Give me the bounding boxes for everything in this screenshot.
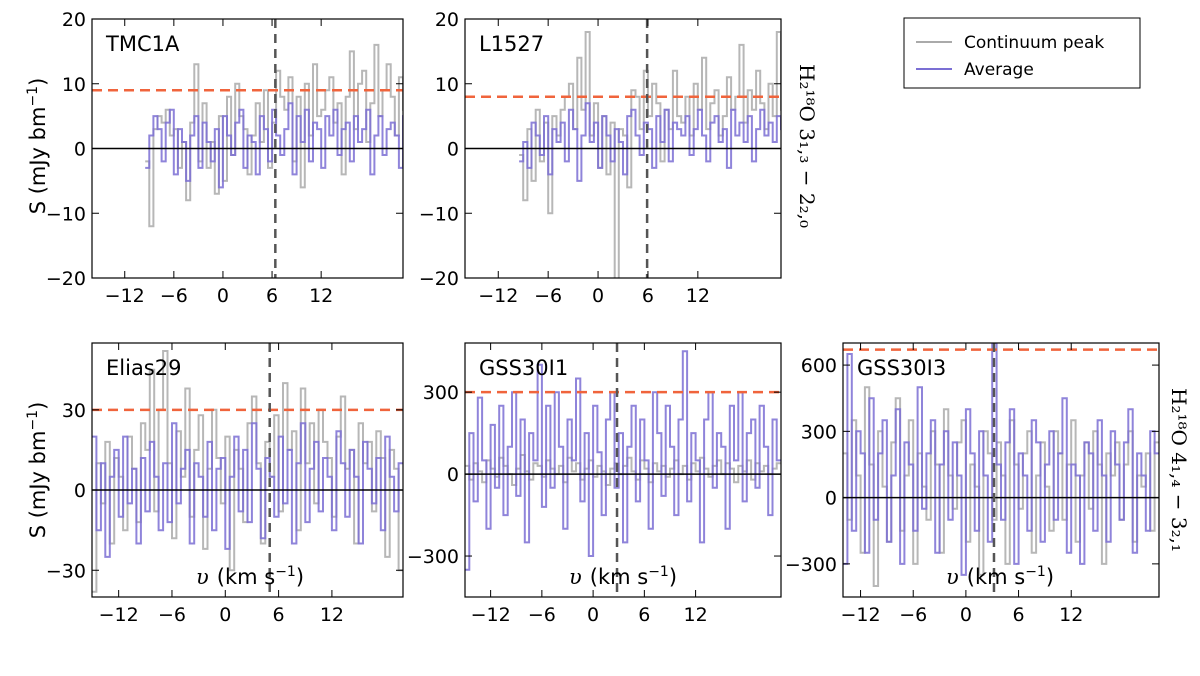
x-tick-label: 0 (587, 604, 599, 626)
y-tick-label: 0 (74, 139, 86, 161)
x-axis-label-3: υ (km s−1) (946, 564, 1054, 589)
svg-text:H₂¹⁸O 4₁,₄ − 3₂,₁: H₂¹⁸O 4₁,₄ − 3₂,₁ (1167, 388, 1191, 552)
plot-area (843, 343, 1159, 597)
svg-text:υ(km s−1): υ (km s−1) (946, 564, 1054, 589)
x-tick-label: 12 (309, 285, 333, 307)
y-tick-label: −20 (46, 268, 86, 290)
x-tick-label: 6 (266, 285, 278, 307)
svg-text:S (mJy bm−1): S (mJy bm−1) (25, 78, 50, 215)
svg-text:υ(km s−1): υ (km s−1) (569, 564, 677, 589)
y-tick-label: −10 (419, 203, 459, 225)
x-axis-label-2: υ (km s−1) (569, 564, 677, 589)
x-tick-label: 6 (1013, 604, 1025, 626)
y-tick-label: −30 (46, 560, 86, 582)
plot-area (465, 19, 781, 278)
panel-elias29: −12 −6 0 6 12 −30 0 30 Elias29 (46, 342, 404, 626)
panel-title: GSS30I1 (479, 356, 568, 380)
x-tick-label: −12 (99, 604, 139, 626)
x-tick-label: −6 (528, 604, 556, 626)
legend-label-average: Average (964, 60, 1034, 80)
x-tick-label: −6 (899, 604, 927, 626)
panel-title: L1527 (479, 32, 544, 56)
axes-frame (91, 342, 404, 598)
y-tick-label: 10 (62, 74, 86, 96)
legend-label-continuum: Continuum peak (964, 33, 1104, 53)
y-tick-label: 0 (447, 139, 459, 161)
x-tick-label: −6 (158, 604, 186, 626)
y-tick-label: 300 (801, 421, 837, 443)
axes-frame (464, 342, 782, 598)
series-line-average (465, 350, 781, 571)
axes-frame (842, 342, 1160, 598)
y-tick-label: −10 (46, 203, 86, 225)
y-tick-label: 600 (801, 355, 837, 377)
series-line-average (843, 343, 1159, 576)
panel-title: TMC1A (105, 32, 180, 56)
x-tick-label: 12 (686, 285, 710, 307)
svg-text:H₂¹⁸O 3₁,₃ − 2₂,₀: H₂¹⁸O 3₁,₃ − 2₂,₀ (795, 64, 819, 228)
y-tick-label: 300 (423, 382, 459, 404)
panel-gss30i1: −12 −6 0 6 12 −300 0 300 GSS30I1 (407, 342, 782, 626)
y-tick-label: −300 (785, 554, 837, 576)
x-axis-label-1: υ (km s−1) (196, 564, 304, 589)
y-tick-label: 30 (62, 400, 86, 422)
y-tick-label: 0 (447, 464, 459, 486)
series-line-average (519, 102, 781, 182)
x-tick-label: −12 (478, 285, 518, 307)
svg-text:υ(km s−1): υ (km s−1) (196, 564, 304, 589)
x-tick-label: 0 (217, 285, 229, 307)
legend-box (903, 17, 1141, 89)
panel-gss30i3: −12 −6 0 6 12 −300 0 300 600 GSS30I3 (785, 342, 1160, 626)
series-line-average (92, 422, 403, 558)
x-tick-label: −6 (160, 285, 188, 307)
panel-l1527: −12 −6 0 6 12 −20 −10 0 10 20 L1527 (419, 9, 782, 307)
x-tick-label: 12 (1059, 604, 1083, 626)
x-tick-label: −6 (534, 285, 562, 307)
x-tick-label: 6 (273, 604, 285, 626)
x-tick-label: −12 (471, 604, 511, 626)
y-axis-label-bottom: S (mJy bm−1) (25, 402, 50, 539)
series-line-continuum (519, 31, 781, 278)
plot-area (92, 343, 403, 597)
legend: Continuum peak Average (903, 17, 1141, 89)
series-line-continuum (843, 386, 1159, 587)
x-tick-label: 0 (960, 604, 972, 626)
panel-title: GSS30I3 (857, 356, 946, 380)
y-tick-label: 10 (435, 74, 459, 96)
x-tick-label: 12 (320, 604, 344, 626)
panel-title: Elias29 (106, 356, 181, 380)
plot-area (92, 19, 403, 278)
panel-tmc1a: −12 −6 0 6 12 −20 −10 0 10 20 TMC1A (46, 9, 404, 307)
x-tick-label: 0 (219, 604, 231, 626)
x-tick-label: 6 (638, 604, 650, 626)
svg-text:S (mJy bm−1): S (mJy bm−1) (25, 402, 50, 539)
x-tick-label: 12 (684, 604, 708, 626)
y-tick-label: −300 (407, 546, 459, 568)
y-tick-label: −20 (419, 268, 459, 290)
x-tick-label: 6 (642, 285, 654, 307)
y-tick-label: 0 (74, 480, 86, 502)
y-tick-label: 20 (435, 9, 459, 31)
y-axis-label-top: S (mJy bm−1) (25, 78, 50, 215)
line-label-top: H₂¹⁸O 3₁,₃ − 2₂,₀ (795, 64, 819, 228)
x-tick-label: −12 (841, 604, 881, 626)
x-tick-label: −12 (105, 285, 145, 307)
y-tick-label: 20 (62, 9, 86, 31)
x-tick-label: 0 (592, 285, 604, 307)
series-line-average (145, 102, 403, 189)
plot-area (465, 343, 781, 597)
line-label-bottom: H₂¹⁸O 4₁,₄ − 3₂,₁ (1167, 388, 1191, 552)
y-tick-label: 0 (825, 488, 837, 510)
